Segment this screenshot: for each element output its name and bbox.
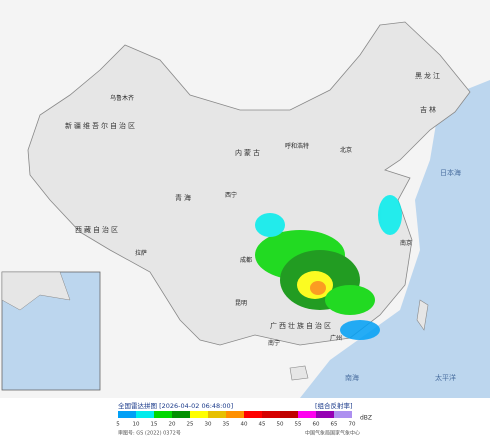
city-label: 北京 [340, 146, 352, 154]
scale-label: 10 [133, 422, 140, 428]
sea-label: 南海 [345, 373, 359, 382]
color-swatch [136, 411, 154, 418]
region-label: 吉林 [420, 105, 438, 114]
color-swatch [208, 411, 226, 418]
city-label: 昆明 [235, 300, 247, 307]
publisher: 中国气象局国家气象中心 [305, 430, 360, 437]
scale-label: 25 [187, 422, 194, 428]
sea-label: 日本海 [440, 168, 461, 177]
taiwan [416, 299, 429, 331]
product-name: [组合反射率] [315, 401, 353, 410]
color-swatch [244, 411, 262, 418]
place-labels: 新疆维吾尔自治区 西藏自治区 青海 内蒙古 黑龙江 吉林 广西壮族自治区 乌鲁木… [65, 71, 461, 382]
region-label: 青海 [175, 193, 193, 202]
color-swatch [334, 411, 352, 418]
region-label: 内蒙古 [235, 148, 262, 157]
region-label: 新疆维吾尔自治区 [65, 121, 137, 130]
color-swatch [280, 411, 298, 418]
city-label: 广州 [330, 334, 342, 342]
region-label: 黑龙江 [415, 71, 442, 80]
scale-label: 5 [116, 422, 120, 428]
scale-label: 30 [205, 422, 212, 428]
scale-label: 55 [295, 422, 302, 428]
radar-echoes [255, 195, 402, 340]
scale-label: 35 [223, 422, 230, 428]
color-swatch [172, 411, 190, 418]
city-label: 成都 [240, 256, 252, 264]
color-swatch [262, 411, 280, 418]
scale-label: 20 [169, 422, 176, 428]
color-swatch [226, 411, 244, 418]
city-label: 乌鲁木齐 [110, 94, 134, 102]
color-swatch [190, 411, 208, 418]
region-label: 西藏自治区 [75, 225, 120, 234]
scale-label: 50 [277, 422, 284, 428]
color-scale: 5 10 15 20 25 30 35 40 45 50 55 60 65 70 [116, 411, 356, 428]
sea-label: 太平洋 [435, 373, 456, 382]
legend-title: 全国雷达拼图 [2026-04-02 06:48:00] [118, 401, 233, 410]
scale-label: 60 [313, 422, 320, 428]
color-swatch [316, 411, 334, 418]
city-label: 南京 [400, 239, 412, 247]
ocean [300, 80, 490, 398]
city-label: 南宁 [268, 339, 280, 347]
hainan [289, 365, 309, 381]
legend-panel [0, 398, 490, 439]
inset-land [1, 271, 71, 311]
city-label: 呼和浩特 [285, 142, 309, 150]
map-approval: 审图号: GS (2022) 0372号 [118, 430, 181, 437]
scale-label: 15 [151, 422, 158, 428]
city-label: 西宁 [225, 191, 237, 199]
color-swatch [118, 411, 136, 418]
scale-label: 70 [349, 422, 356, 428]
city-label: 拉萨 [135, 249, 147, 257]
scale-label: 40 [241, 422, 248, 428]
legend-unit: dBZ [360, 415, 372, 422]
region-label: 广西壮族自治区 [270, 321, 333, 330]
color-swatch [298, 411, 316, 418]
color-swatch [154, 411, 172, 418]
scale-label: 45 [259, 422, 266, 428]
scale-label: 65 [331, 422, 338, 428]
china-landmass [27, 21, 471, 346]
